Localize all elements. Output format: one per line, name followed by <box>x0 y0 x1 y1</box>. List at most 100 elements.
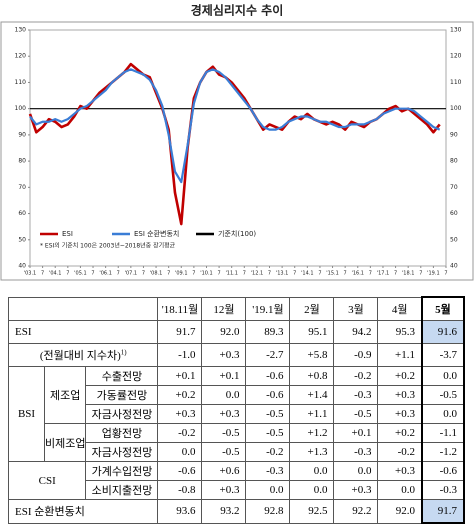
x-tick-label: 7 <box>66 271 69 277</box>
y-tick-label: 60 <box>18 210 26 217</box>
value-cell: +0.8 <box>289 366 335 386</box>
column-header: 4월 <box>377 296 423 321</box>
value-cell: 95.1 <box>289 320 335 344</box>
value-cell: -1.0 <box>157 343 203 367</box>
value-cell: -1.1 <box>420 423 465 443</box>
x-tick-label: 7 <box>167 271 170 277</box>
y-tick-label: 50 <box>18 236 26 243</box>
value-cell: +0.3 <box>377 404 423 424</box>
x-tick-label: 7 <box>117 271 120 277</box>
row-label: 자금사정전망 <box>85 404 159 424</box>
legend-label: ESI <box>62 230 73 238</box>
x-tick-label: '03.1 <box>24 271 37 277</box>
column-header: 2월 <box>289 296 335 321</box>
chart: 경제심리지수 추이 40 40 50 50 60 60 70 70 80 80 90 90 100 100… <box>0 3 474 281</box>
value-cell: -1.2 <box>420 442 465 462</box>
value-cell: +1.1 <box>377 343 423 367</box>
value-cell: -0.6 <box>245 366 291 386</box>
value-cell: -0.5 <box>245 404 291 424</box>
value-cell: 91.7 <box>420 499 465 524</box>
x-tick-label: '11.1 <box>225 271 238 277</box>
y-tick-label: 130 <box>15 27 27 34</box>
value-cell: 92.0 <box>377 499 423 524</box>
value-cell: +0.1 <box>333 423 379 443</box>
footnote-mark: 1) <box>120 348 127 357</box>
value-cell: -0.8 <box>157 480 203 500</box>
value-cell: -0.2 <box>377 442 423 462</box>
value-cell: 92.8 <box>245 499 291 524</box>
y-tick-label: 70 <box>18 184 26 191</box>
value-cell: 91.7 <box>157 320 203 344</box>
x-tick-label: 7 <box>444 271 447 277</box>
y2-tick-label: 120 <box>450 53 462 60</box>
value-cell: +0.1 <box>201 366 247 386</box>
row-label: 가계수입전망 <box>85 461 159 481</box>
y2-tick-label: 90 <box>450 131 458 138</box>
group-label: CSI <box>7 461 87 500</box>
table-row: BSI 제조업 수출전망 +0.1 +0.1 -0.6 +0.8 -0.2 +0.2 0.0 <box>8 366 465 462</box>
value-cell: -0.5 <box>201 442 247 462</box>
x-tick-label: '05.1 <box>74 271 87 277</box>
value-cell: +0.2 <box>377 366 423 386</box>
value-cell: +1.4 <box>289 385 335 405</box>
value-cell: +0.3 <box>377 461 423 481</box>
value-cell: +0.2 <box>157 385 203 405</box>
row-label: (전월대비 지수차)1) <box>7 343 159 367</box>
column-header: 12월 <box>201 296 247 321</box>
value-cell: -0.5 <box>420 385 465 405</box>
value-cell: +0.3 <box>377 385 423 405</box>
row-label: 수출전망 <box>85 366 159 386</box>
plot-area <box>29 29 447 267</box>
chart-title: 경제심리지수 추이 <box>191 3 284 18</box>
row-label: ESI 순환변동치 <box>7 499 159 524</box>
value-cell: 92.2 <box>333 499 379 524</box>
column-header: 3월 <box>333 296 379 321</box>
data-table: '18.11월 12월 '19.1월 2월 3월 4월 5월 ESI 91.7 92.0 89.3 9… <box>7 296 465 524</box>
y-tick-label: 90 <box>18 131 26 138</box>
value-cell: 0.0 <box>245 480 291 500</box>
x-tick-label: 7 <box>369 271 372 277</box>
row-label: 가동률전망 <box>85 385 159 405</box>
x-tick-label: '08.1 <box>150 271 163 277</box>
y-tick-label: 110 <box>15 79 27 86</box>
legend-label: ESI 순환변동치 <box>134 229 179 238</box>
row-label: 자금사정전망 <box>85 442 159 462</box>
x-tick-label: 7 <box>192 271 195 277</box>
value-cell: 0.0 <box>201 385 247 405</box>
legend-label: 기준치(100) <box>218 229 256 238</box>
value-cell: +0.2 <box>377 423 423 443</box>
value-cell: 0.0 <box>289 480 335 500</box>
x-tick-label: 7 <box>41 271 44 277</box>
table-row: 가동률전망 +0.2 0.0 -0.6 +1.4 -0.3 +0.3 -0.5 <box>9 385 465 405</box>
value-cell: 0.0 <box>157 442 203 462</box>
column-header: '18.11월 <box>157 296 203 321</box>
value-cell: +0.3 <box>333 480 379 500</box>
value-cell: 93.6 <box>157 499 203 524</box>
value-cell: -0.2 <box>245 442 291 462</box>
subgroup-label: 비제조업 <box>43 423 87 462</box>
table-row: '18.11월 12월 '19.1월 2월 3월 4월 5월 <box>7 296 465 321</box>
y2-tick-label: 100 <box>450 105 462 112</box>
table-row: ESI 순환변동치 93.6 93.2 92.8 92.5 92.2 92.0 91.7 <box>7 499 465 524</box>
x-tick-label: '16.1 <box>351 271 364 277</box>
table-row: ESI 91.7 92.0 89.3 95.1 94.2 95.3 91.6 <box>7 320 465 344</box>
table-row: (전월대비 지수차)1) -1.0 +0.3 -2.7 +5.8 -0.9 +1.1 -3.7 <box>7 343 465 367</box>
table-row: 소비지출전망 -0.8 +0.3 0.0 0.0 +0.3 0.0 -0.3 <box>9 480 465 500</box>
x-tick-label: 7 <box>344 271 347 277</box>
value-cell: 92.0 <box>201 320 247 344</box>
value-cell: -0.5 <box>333 404 379 424</box>
y-tick-label: 100 <box>15 105 27 112</box>
value-cell: -0.2 <box>333 366 379 386</box>
value-cell: -0.3 <box>333 442 379 462</box>
y-tick-label: 120 <box>15 53 27 60</box>
y2-tick-label: 40 <box>450 263 458 270</box>
x-tick-label: 7 <box>394 271 397 277</box>
value-cell: -0.5 <box>201 423 247 443</box>
value-cell: +0.1 <box>157 366 203 386</box>
value-cell: -0.6 <box>157 461 203 481</box>
value-cell: +0.6 <box>201 461 247 481</box>
value-cell: -0.6 <box>420 461 465 481</box>
x-tick-label: 7 <box>243 271 246 277</box>
value-cell: 0.0 <box>333 461 379 481</box>
